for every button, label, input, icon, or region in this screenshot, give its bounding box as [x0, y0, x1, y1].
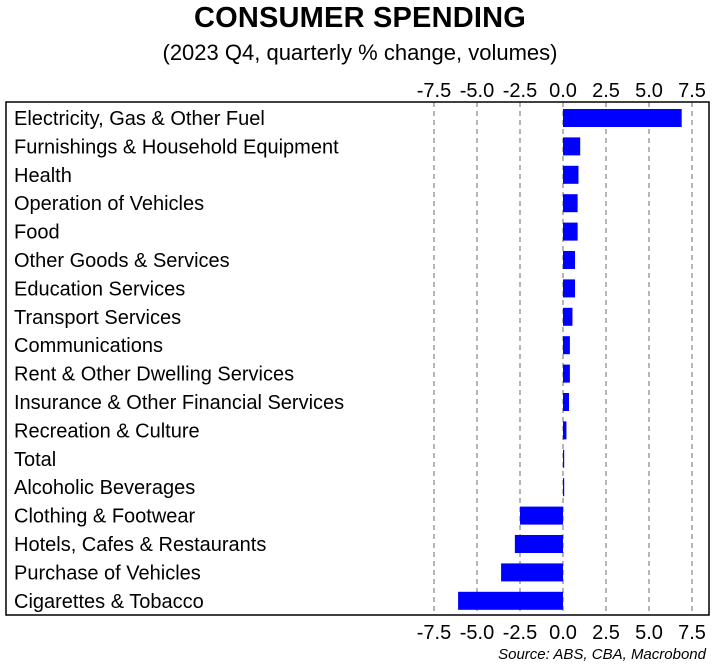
chart-subtitle: (2023 Q4, quarterly % change, volumes)	[162, 40, 558, 65]
bar	[501, 563, 563, 582]
bar	[563, 251, 576, 269]
x-tick-label-top: 5.0	[635, 80, 663, 102]
bar	[563, 165, 579, 184]
bar	[563, 194, 578, 213]
x-tick-label-bottom: -5.0	[460, 622, 494, 644]
x-tick-label-top: 0.0	[549, 80, 577, 102]
bars	[458, 109, 682, 610]
gridlines	[433, 102, 693, 615]
category-label: Hotels, Cafes & Restaurants	[14, 534, 266, 556]
x-tick-label-top: 2.5	[592, 80, 620, 102]
plot-frame	[5, 101, 710, 616]
bar	[563, 364, 570, 383]
category-label: Total	[14, 449, 56, 471]
bar	[514, 535, 563, 553]
category-label: Communications	[14, 335, 163, 357]
category-label: Alcoholic Beverages	[14, 477, 195, 499]
bar	[563, 478, 565, 497]
category-label: Recreation & Culture	[14, 420, 200, 442]
category-label: Purchase of Vehicles	[14, 562, 201, 584]
axis-ticks: -7.5 -7.5 -5.0 -5.0 -2.5 -2.5 0.0 0.0 2.5 2.5 5.0 5…	[417, 80, 706, 644]
category-label: Food	[14, 222, 60, 244]
category-label: Other Goods & Services	[14, 250, 230, 272]
bar	[563, 222, 578, 241]
x-tick-label-top: -7.5	[417, 80, 451, 102]
x-tick-label-bottom: -7.5	[417, 622, 451, 644]
category-label: Transport Services	[14, 307, 181, 329]
category-label: Clothing & Footwear	[14, 506, 196, 528]
source-note: Source: ABS, CBA, Macrobond	[498, 646, 706, 663]
x-tick-label-top: -2.5	[503, 80, 537, 102]
bar	[520, 506, 563, 525]
x-tick-label-bottom: 0.0	[549, 622, 577, 644]
category-label: Education Services	[14, 278, 185, 300]
category-label: Cigarettes & Tobacco	[14, 591, 204, 613]
category-labels: Electricity, Gas & Other Fuel Furnishings…	[14, 108, 344, 613]
category-label: Operation of Vehicles	[14, 193, 204, 215]
bar	[563, 307, 573, 326]
bar	[458, 591, 563, 610]
bar	[563, 449, 565, 468]
x-tick-label-top: 7.5	[678, 80, 706, 102]
category-label: Furnishings & Household Equipment	[14, 136, 339, 158]
x-tick-label-bottom: 7.5	[678, 622, 706, 644]
category-label: Rent & Other Dwelling Services	[14, 364, 294, 386]
category-label: Insurance & Other Financial Services	[14, 392, 344, 414]
chart-title: CONSUMER SPENDING	[193, 2, 527, 34]
x-tick-label-bottom: -2.5	[503, 622, 537, 644]
x-tick-label-bottom: 2.5	[592, 622, 620, 644]
category-label: Electricity, Gas & Other Fuel	[14, 108, 265, 130]
bar	[563, 137, 581, 156]
bar	[563, 279, 576, 298]
bar	[563, 421, 567, 440]
category-label: Health	[14, 165, 72, 187]
bar	[563, 336, 570, 355]
x-tick-label-top: -5.0	[460, 80, 494, 102]
bar	[563, 109, 682, 127]
bar	[563, 393, 570, 411]
x-tick-label-bottom: 5.0	[635, 622, 663, 644]
